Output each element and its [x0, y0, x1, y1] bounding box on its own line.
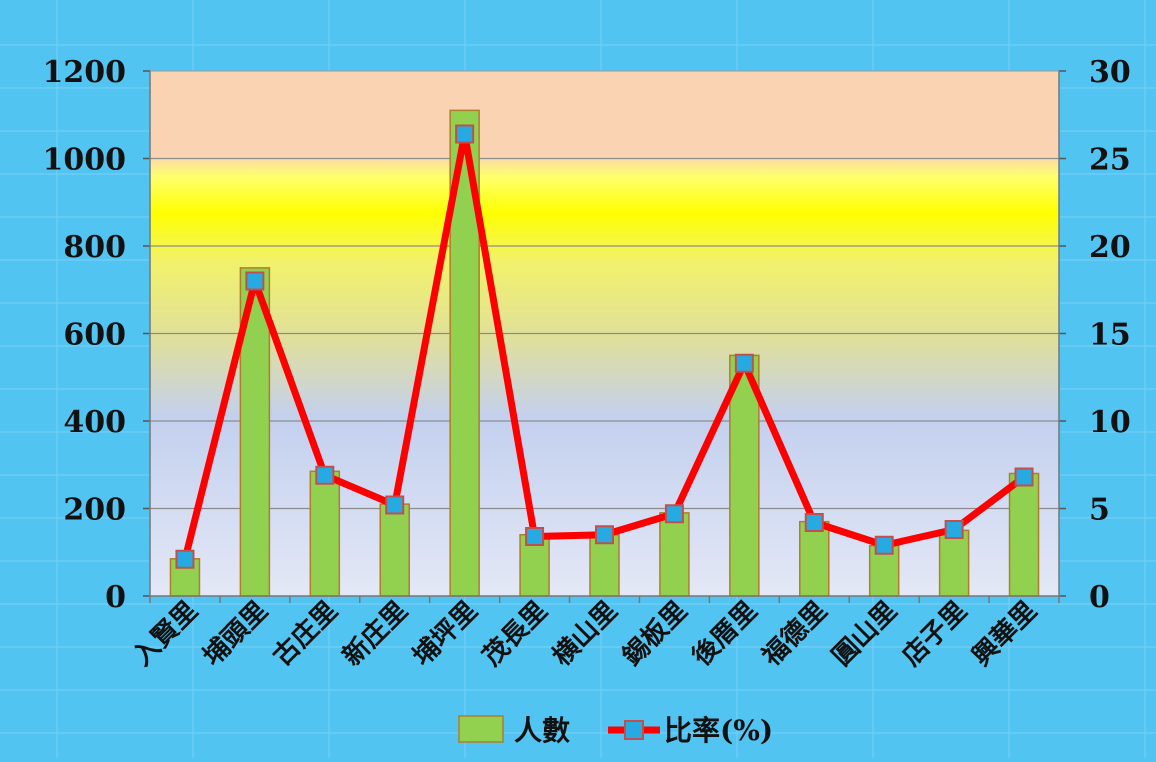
line-point: [525, 527, 545, 546]
category-label: 入賢里: [128, 596, 204, 672]
line-point: [804, 513, 824, 532]
bar: [589, 534, 620, 597]
line-point: [315, 465, 335, 485]
line-point: [175, 549, 195, 569]
legend-swatch-bar: [458, 715, 504, 743]
right-tick-label: 20: [1089, 230, 1131, 265]
left-tick-label: 1000: [43, 143, 127, 178]
line-point: [245, 271, 265, 291]
left-tick-label: 600: [63, 318, 126, 353]
right-tick-label: 5: [1089, 493, 1110, 528]
category-label: 興華里: [967, 596, 1043, 672]
line-series: [175, 124, 1034, 569]
bar: [799, 520, 830, 597]
line-point: [664, 504, 684, 524]
category-label: 新庄里: [337, 595, 414, 672]
line-point: [455, 124, 475, 144]
left-tick-label: 400: [63, 405, 126, 440]
legend: 人數 比率(%): [458, 714, 773, 747]
line-point: [734, 353, 754, 373]
line-point: [944, 520, 964, 539]
right-tick-label: 25: [1089, 143, 1131, 178]
bar: [659, 512, 690, 597]
category-label: 埔坪里: [407, 595, 484, 672]
horizontal-gridlines: [150, 157, 1059, 510]
legend-swatch-marker: [624, 720, 644, 740]
right-tick-label: 30: [1089, 55, 1131, 90]
line-point: [595, 525, 614, 545]
category-label: 圓山里: [827, 596, 903, 672]
left-tick-label: 0: [105, 580, 126, 615]
category-label: 埔頭里: [197, 595, 274, 672]
category-label: 後厝里: [686, 595, 763, 672]
category-label: 錫板里: [616, 595, 693, 672]
line-point: [1014, 467, 1034, 487]
left-tick-label: 200: [63, 493, 126, 528]
right-tick-label: 0: [1089, 580, 1110, 615]
left-tick-label: 1200: [43, 55, 127, 90]
category-label: 古庄里: [267, 595, 344, 672]
bar: [1008, 472, 1040, 597]
category-label: 横山里: [547, 596, 623, 672]
left-tick-label: 800: [63, 230, 126, 265]
category-label: 福德里: [756, 596, 833, 673]
right-tick-label: 15: [1089, 318, 1131, 353]
bar: [309, 470, 341, 597]
legend-label-bar: 人數: [514, 714, 570, 747]
bar: [938, 529, 970, 597]
bar: [379, 503, 410, 597]
category-label: 店子里: [897, 596, 973, 672]
bar-series: [169, 109, 1040, 597]
line-point: [385, 495, 405, 515]
legend-label-line: 比率(%): [664, 714, 773, 747]
bar: [729, 354, 760, 597]
right-tick-label: 10: [1089, 405, 1131, 440]
category-label: 茂長里: [477, 596, 553, 672]
line-point: [874, 535, 894, 555]
